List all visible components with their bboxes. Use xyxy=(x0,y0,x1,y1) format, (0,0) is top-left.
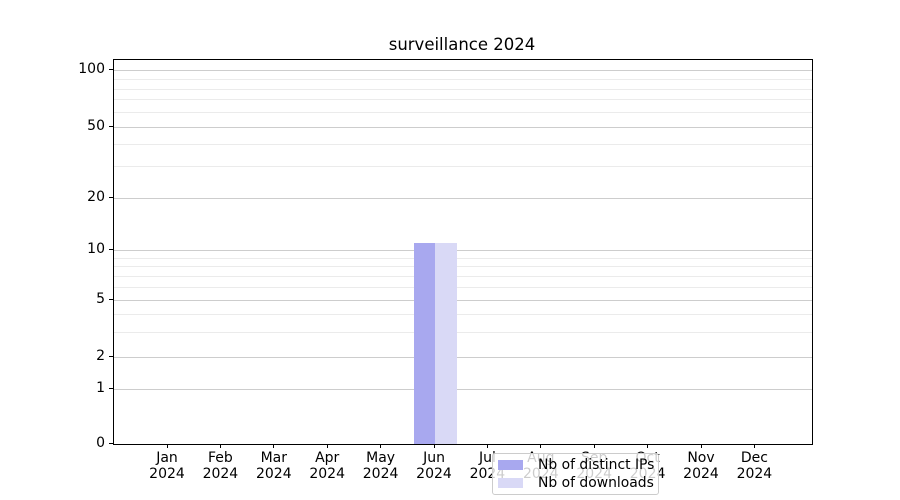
gridline-minor xyxy=(114,313,812,315)
x-tick-mark xyxy=(166,444,168,448)
gridline-major xyxy=(114,250,812,251)
x-tick-label: Jun 2024 xyxy=(416,450,452,482)
x-tick-mark xyxy=(593,444,595,448)
gridline-major xyxy=(114,299,812,301)
x-tick-mark xyxy=(647,444,649,448)
gridline-major xyxy=(114,198,812,199)
gridline-minor xyxy=(114,111,812,113)
legend-label: Nb of downloads xyxy=(538,475,654,491)
legend-entry: Nb of downloads xyxy=(493,475,658,491)
y-tick-label: 5 xyxy=(96,290,105,307)
chart-title: surveillance 2024 xyxy=(388,35,536,54)
bar-downloads xyxy=(435,243,457,444)
y-tick-mark xyxy=(109,355,113,357)
legend-swatch-distinct-ips xyxy=(498,460,523,470)
gridline-minor xyxy=(114,286,812,288)
gridline-minor xyxy=(114,331,812,333)
y-tick-label: 0 xyxy=(96,434,105,451)
x-tick-mark xyxy=(380,444,382,448)
x-tick-label: May 2024 xyxy=(362,450,399,482)
y-tick-label: 10 xyxy=(87,241,105,257)
y-tick-label: 2 xyxy=(96,347,105,364)
gridline-minor xyxy=(114,166,812,168)
x-tick-mark xyxy=(540,444,542,448)
x-tick-mark xyxy=(433,444,435,448)
x-tick-label: Apr 2024 xyxy=(309,450,345,482)
x-tick-label: Jan 2024 xyxy=(149,450,185,482)
x-tick-mark xyxy=(219,444,221,448)
gridline-major xyxy=(114,70,812,72)
x-tick-label: Nov 2024 xyxy=(683,450,719,482)
x-tick-label: Dec 2024 xyxy=(736,450,773,482)
legend-items: Nb of distinct IPs Nb of downloads xyxy=(493,454,658,494)
gridline-minor xyxy=(114,257,812,259)
gridline-major xyxy=(114,388,812,390)
y-tick-mark xyxy=(109,387,113,389)
gridline-minor xyxy=(114,266,812,268)
x-tick-mark xyxy=(273,444,275,448)
gridline-major xyxy=(114,126,812,128)
plot-area: Nb of distinct IPs Nb of downloads xyxy=(113,59,813,495)
x-tick-mark xyxy=(700,444,702,448)
y-tick-mark xyxy=(109,249,113,250)
x-tick-mark xyxy=(486,444,488,448)
y-tick-mark xyxy=(109,197,113,198)
y-tick-mark xyxy=(109,298,113,300)
y-tick-mark xyxy=(109,125,113,127)
x-tick-mark xyxy=(326,444,328,448)
gridline-major xyxy=(114,356,812,358)
gridline-minor xyxy=(114,78,812,80)
y-tick-label: 50 xyxy=(87,117,105,134)
y-tick-mark xyxy=(109,442,113,444)
gridline-minor xyxy=(114,275,812,277)
legend-entry: Nb of distinct IPs xyxy=(493,457,658,473)
y-tick-label: 100 xyxy=(78,61,105,78)
x-tick-label: Mar 2024 xyxy=(255,450,292,482)
x-tick-label: Feb 2024 xyxy=(202,450,239,482)
legend-label: Nb of distinct IPs xyxy=(538,457,655,473)
x-tick-mark xyxy=(753,444,755,448)
bar-distinct-ips xyxy=(413,243,435,444)
legend-swatch-downloads xyxy=(498,478,523,488)
gridline-minor xyxy=(114,99,812,101)
y-tick-label: 1 xyxy=(96,379,105,396)
y-tick-label: 20 xyxy=(87,189,105,205)
legend: Nb of distinct IPs Nb of downloads xyxy=(492,453,659,495)
gridline-minor xyxy=(114,143,812,145)
y-tick-mark xyxy=(109,69,113,71)
gridline-minor xyxy=(114,88,812,90)
